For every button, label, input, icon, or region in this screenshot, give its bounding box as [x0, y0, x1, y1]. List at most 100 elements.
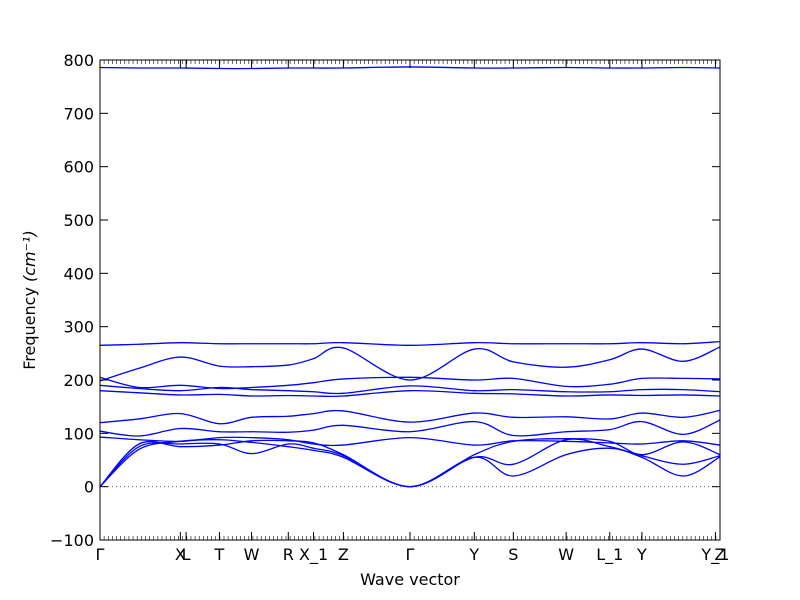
band-point-1-5: [250, 441, 253, 443]
x-tick-label: Γ: [96, 545, 105, 564]
x-axis: Γ XL T W R X_1 Z Γ Y S W L_1 Y Y_1Z: [96, 60, 729, 565]
band-point-3-8: [342, 454, 345, 456]
x-tick-label: X: [175, 545, 186, 564]
band-point-11-4: [218, 343, 221, 345]
band-point-11-11: [512, 343, 514, 345]
band-point-10-8: [342, 347, 345, 349]
x-tick-label: Y_1: [700, 545, 729, 565]
band-point-8-2: [138, 387, 140, 390]
band-point-9-2: [138, 386, 140, 389]
band-point-6-11: [512, 416, 514, 418]
band-point-9-7: [312, 382, 315, 384]
band-point-5-5: [250, 431, 253, 433]
band-point-6-13: [609, 418, 611, 420]
band-point-8-5: [250, 389, 253, 391]
band-point-4-11: [512, 440, 514, 442]
band-point-2-13: [609, 446, 611, 448]
band-point-11-14: [641, 342, 643, 344]
x-tick-label: L: [182, 545, 191, 564]
band-point-6-14: [641, 412, 643, 414]
band-point-2-5: [250, 453, 253, 455]
x-tick-label: R: [283, 545, 294, 564]
band-line-12: [99, 66, 721, 70]
band-point-6-12: [565, 416, 567, 418]
band-point-10-5: [250, 366, 253, 368]
y-tick-label: 100: [63, 424, 94, 443]
band-point-7-5: [250, 395, 253, 397]
band-point-2-14: [641, 455, 643, 457]
band-point-3-3: [179, 446, 181, 448]
band-point-1-14: [641, 456, 643, 458]
band-point-11-9: [409, 344, 411, 346]
band-point-8-8: [342, 392, 345, 394]
band-point-4-10: [473, 444, 475, 446]
band-point-9-9: [409, 376, 411, 378]
band-line-5: [99, 419, 721, 437]
band-point-8-6: [287, 390, 289, 392]
band-line-3: [99, 438, 721, 488]
band-point-9-4: [218, 387, 221, 390]
band-point-9-11: [512, 377, 514, 379]
band-point-6-8: [342, 410, 345, 412]
band-point-3-13: [609, 440, 611, 442]
x-tick-label: W: [558, 545, 574, 564]
band-line-11: [99, 340, 721, 346]
x-tick-label: Y: [636, 545, 647, 564]
band-point-8-14: [641, 389, 643, 391]
band-point-5-9: [409, 431, 411, 433]
plot-frame: [99, 59, 721, 541]
band-point-5-2: [138, 435, 140, 437]
band-point-12-15: [682, 66, 684, 69]
band-line-4: [99, 436, 721, 447]
band-point-10-12: [565, 366, 567, 368]
band-point-1-6: [287, 446, 289, 448]
band-point-9-15: [682, 377, 684, 379]
band-point-4-2: [138, 439, 140, 441]
band-point-10-2: [138, 367, 140, 369]
band-point-11-13: [609, 343, 611, 345]
band-point-10-3: [179, 356, 181, 358]
band-point-11-2: [138, 343, 140, 345]
band-point-6-7: [312, 413, 315, 415]
band-point-10-4: [218, 365, 221, 367]
band-point-5-12: [565, 431, 567, 433]
band-point-3-6: [287, 440, 289, 442]
y-tick-label: −100: [50, 531, 94, 550]
y-axis: −100 0 100 200 300 400 500 600 700 800: [50, 51, 720, 550]
band-point-7-7: [312, 395, 315, 397]
band-point-7-13: [609, 394, 611, 396]
band-point-11-5: [250, 343, 253, 345]
band-point-10-11: [512, 361, 514, 363]
minor-ticks: [99, 60, 721, 540]
band-point-2-6: [287, 443, 289, 445]
band-point-8-4: [218, 386, 221, 389]
y-axis-label: Frequency (cm⁻¹): [20, 230, 39, 369]
band-point-7-8: [342, 395, 345, 397]
band-point-3-15: [682, 441, 684, 443]
band-point-2-15: [682, 463, 684, 465]
band-point-11-3: [179, 342, 181, 344]
band-point-11-6: [287, 343, 289, 345]
x-tick-label: Y: [468, 545, 479, 564]
band-point-7-12: [565, 395, 567, 397]
band-point-6-9: [409, 421, 411, 423]
y-axis-label-text: Frequency: [20, 282, 39, 370]
band-point-4-7: [312, 443, 315, 445]
y-tick-label: 0: [84, 478, 94, 497]
band-point-8-11: [512, 389, 514, 391]
band-point-3-4: [218, 444, 221, 446]
band-point-7-9: [409, 390, 411, 392]
band-point-5-11: [512, 434, 514, 437]
x-tick-label: Z: [338, 545, 349, 564]
band-point-4-5: [250, 437, 253, 439]
y-axis-label-unit: (cm⁻¹): [20, 230, 39, 282]
band-point-9-6: [287, 384, 289, 386]
y-tick-label: 200: [63, 371, 94, 390]
band-point-5-14: [641, 421, 643, 423]
band-point-3-2: [138, 443, 140, 445]
band-point-5-10: [473, 421, 475, 423]
band-point-3-14: [641, 454, 643, 456]
band-point-10-15: [682, 360, 684, 362]
y-tick-label: 300: [63, 318, 94, 337]
band-point-2-7: [312, 447, 315, 449]
